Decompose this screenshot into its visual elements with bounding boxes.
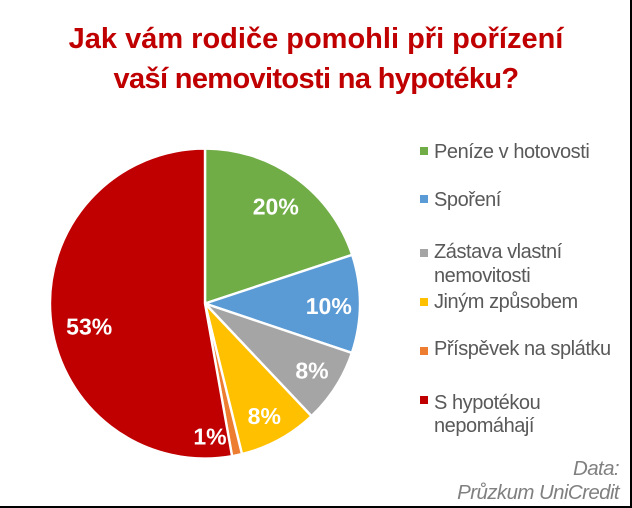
svg-text:20%: 20% (253, 193, 299, 219)
svg-text:1%: 1% (193, 424, 226, 450)
svg-text:8%: 8% (295, 358, 328, 384)
svg-text:10%: 10% (306, 293, 352, 319)
svg-text:8%: 8% (248, 403, 281, 429)
svg-text:53%: 53% (66, 314, 112, 340)
